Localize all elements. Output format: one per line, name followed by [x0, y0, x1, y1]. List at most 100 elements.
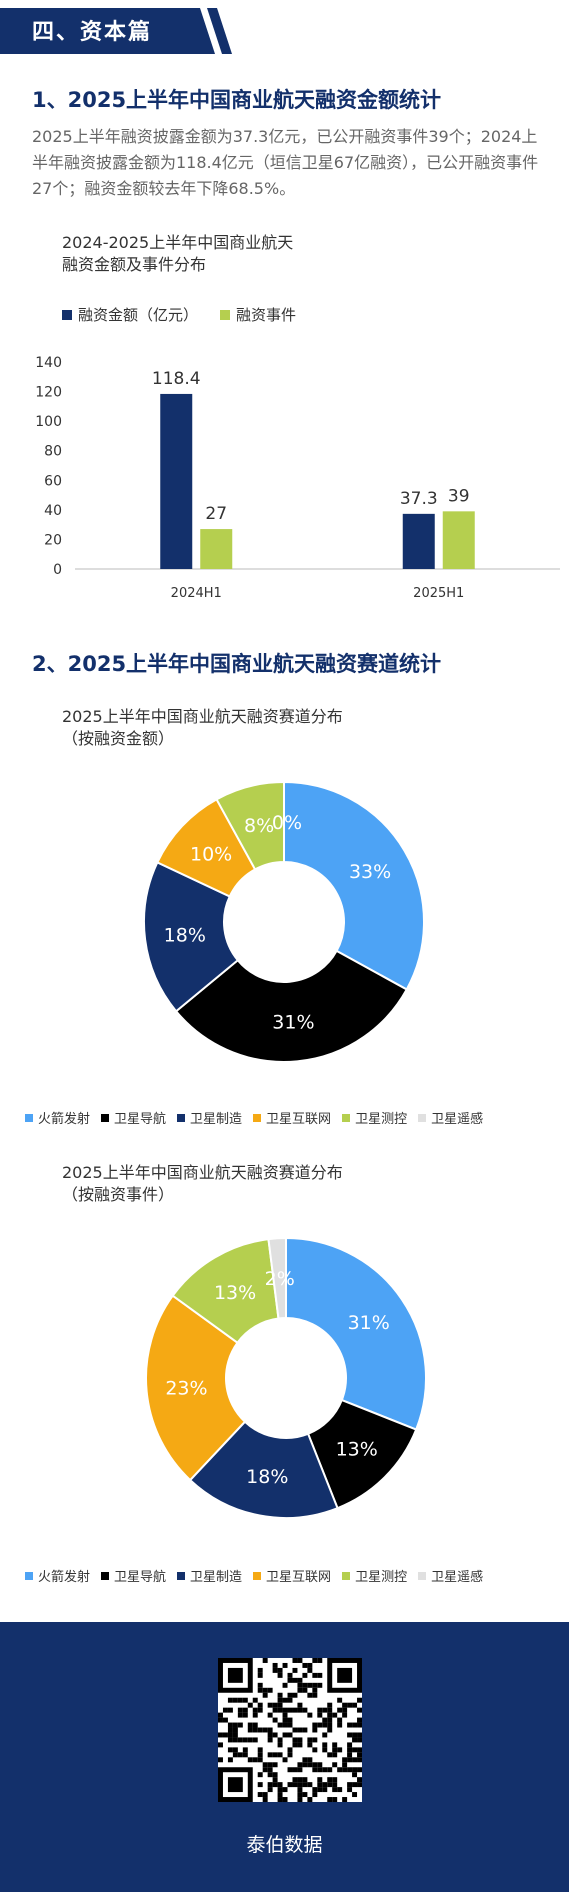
y-tick-label: 60: [44, 473, 62, 489]
legend-swatch: [177, 1571, 186, 1580]
legend-swatch: [253, 1113, 262, 1122]
qr-code-icon[interactable]: [218, 1658, 362, 1802]
donut-slice: [215, 780, 285, 871]
donut-value-label: 10%: [190, 844, 232, 866]
donut-value-label: 31%: [348, 1312, 390, 1334]
legend-label: 卫星互联网: [266, 1570, 332, 1585]
section-title: 四、资本篇: [32, 20, 153, 45]
legend-item-amount: 融资金额（亿元）: [62, 304, 198, 325]
donut-legend-amount: 火箭发射 卫星导航 卫星制造 卫星互联网 卫星测控 卫星遥感: [25, 1108, 494, 1127]
donut-slice: [174, 949, 409, 1063]
bar-events: [442, 511, 475, 569]
chart3-title-line2: （按融资事件）: [62, 1185, 175, 1204]
donut-value-label: 2%: [265, 1268, 295, 1290]
y-tick-label: 20: [44, 532, 62, 548]
donut-value-label: 23%: [165, 1377, 207, 1399]
legend-swatch: [25, 1113, 33, 1122]
legend-swatch: [101, 1113, 110, 1122]
donut-value-label: 8%: [244, 815, 274, 837]
x-tick-label: 2025H1: [413, 586, 464, 601]
donut-value-label: 33%: [349, 861, 391, 883]
legend-item: 卫星测控: [342, 1108, 407, 1127]
donut-value-label: 0%: [272, 812, 302, 834]
legend-swatch: [418, 1113, 427, 1122]
donut-slice: [285, 1236, 427, 1431]
legend-swatch-events: [220, 309, 231, 320]
donut-chart-events: 31% 13% 18% 23% 13% 2%: [145, 1236, 427, 1519]
bar-value-label: 27: [205, 504, 227, 524]
donut-value-label: 31%: [272, 1012, 314, 1034]
legend-label: 卫星测控: [355, 1570, 408, 1585]
bar-amount: [402, 513, 435, 569]
legend-label: 卫星导航: [114, 1112, 167, 1127]
legend-item: 卫星制造: [177, 1566, 242, 1585]
chart2-title: 2025上半年中国商业航天融资赛道分布 （按融资金额）: [62, 706, 343, 750]
donut-value-label: 13%: [214, 1282, 256, 1304]
y-tick-label: 100: [35, 414, 62, 430]
donut-chart-amount: 33% 31% 18% 10% 8%0%: [143, 780, 425, 1063]
legend-swatch: [101, 1571, 110, 1580]
chart3-title: 2025上半年中国商业航天融资赛道分布 （按融资事件）: [62, 1162, 343, 1206]
legend-item: 火箭发射: [25, 1108, 90, 1127]
donut-value-label: 18%: [164, 925, 206, 947]
legend-label: 卫星制造: [190, 1112, 243, 1127]
legend-swatch: [418, 1571, 427, 1580]
legend-item: 卫星遥感: [418, 1108, 483, 1127]
legend-item: 卫星制造: [177, 1108, 242, 1127]
legend-item: 卫星遥感: [418, 1566, 483, 1585]
chart1-legend: 融资金额（亿元） 融资事件: [62, 304, 318, 325]
legend-swatch: [342, 1113, 351, 1122]
y-tick-label: 120: [35, 385, 62, 401]
legend-label: 火箭发射: [38, 1570, 91, 1585]
bar-value-label: 37.3: [400, 489, 438, 509]
legend-item: 卫星测控: [342, 1566, 407, 1585]
legend-swatch-amount: [62, 309, 72, 320]
legend-swatch: [25, 1571, 33, 1580]
bar-value-label: 118.4: [152, 369, 201, 389]
legend-label-amount: 融资金额（亿元）: [78, 306, 199, 324]
legend-swatch: [342, 1571, 351, 1580]
legend-item: 卫星导航: [101, 1566, 166, 1585]
legend-label: 卫星制造: [190, 1570, 243, 1585]
legend-item: 卫星互联网: [253, 1108, 331, 1127]
legend-item: 卫星互联网: [253, 1566, 331, 1585]
y-tick-label: 80: [44, 444, 62, 460]
legend-label: 卫星测控: [355, 1112, 408, 1127]
section-banner: [0, 8, 232, 54]
legend-label: 火箭发射: [38, 1112, 91, 1127]
donut-value-label: 13%: [336, 1439, 378, 1461]
chart3-title-line1: 2025上半年中国商业航天融资赛道分布: [62, 1163, 343, 1182]
donut-slice: [283, 780, 425, 991]
bar-events: [200, 529, 233, 569]
legend-label: 卫星遥感: [431, 1112, 484, 1127]
donut-slice: [145, 1294, 247, 1482]
legend-label: 卫星互联网: [266, 1112, 332, 1127]
part1-title: 1、2025上半年中国商业航天融资金额统计: [32, 88, 442, 112]
chart1-title-line1: 2024-2025上半年中国商业航天: [62, 233, 294, 252]
y-tick-label: 40: [44, 503, 62, 519]
footer-label: 泰伯数据: [246, 1834, 323, 1856]
chart2-title-line1: 2025上半年中国商业航天融资赛道分布: [62, 707, 343, 726]
part1-intro: 2025上半年融资披露金额为37.3亿元，已公开融资事件39个；2024上半年融…: [32, 127, 539, 198]
donut-slice: [143, 861, 240, 1013]
legend-label: 卫星导航: [114, 1570, 167, 1585]
x-tick-label: 2024H1: [171, 586, 222, 601]
chart1-title-line2: 融资金额及事件分布: [62, 255, 207, 274]
bar-value-label: 39: [448, 486, 470, 506]
chart2-title-line2: （按融资金额）: [62, 729, 175, 748]
legend-item: 卫星导航: [101, 1108, 166, 1127]
donut-legend-events: 火箭发射 卫星导航 卫星制造 卫星互联网 卫星测控 卫星遥感: [25, 1566, 494, 1585]
legend-label-events: 融资事件: [236, 306, 297, 324]
part2-title: 2、2025上半年中国商业航天融资赛道统计: [32, 652, 442, 676]
legend-swatch: [253, 1571, 262, 1580]
legend-item: 火箭发射: [25, 1566, 90, 1585]
legend-swatch: [177, 1113, 186, 1122]
footer: 泰伯数据: [0, 1622, 569, 1892]
donut-slice: [267, 1236, 287, 1320]
y-tick-label: 0: [53, 562, 62, 578]
legend-item-events: 融资事件: [220, 304, 296, 325]
donut-slice: [188, 1420, 339, 1519]
bar-chart: 0 20 40 60 80 100 120 140 118.4 27 2024H1 37.3 39 202…: [35, 355, 560, 601]
chart1-title: 2024-2025上半年中国商业航天 融资金额及事件分布: [62, 232, 293, 276]
y-tick-label: 140: [35, 355, 62, 371]
